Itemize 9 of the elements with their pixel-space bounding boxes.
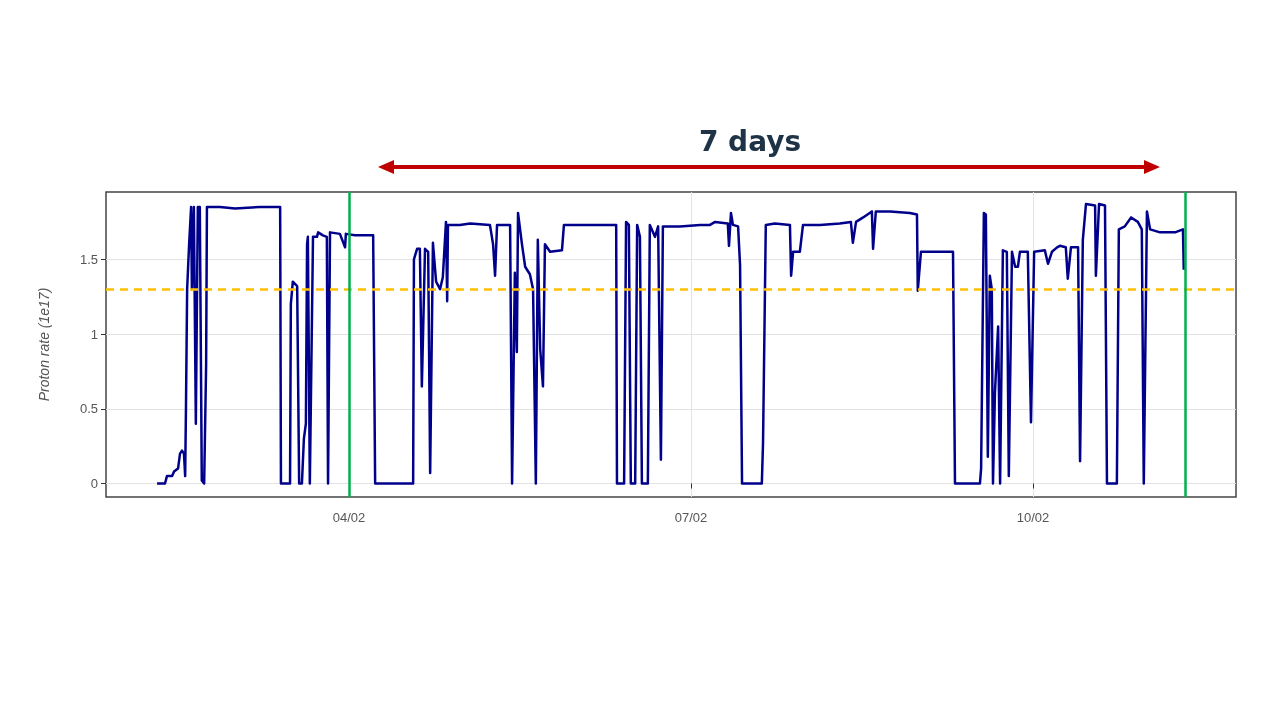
y-tick-label: 0	[90, 476, 98, 492]
y-tick-label: 1.5	[79, 251, 98, 267]
x-tick-label: 07/02	[674, 510, 708, 525]
y-axis-title: Proton rate (1e17)	[36, 287, 52, 402]
chart-title: 7 days	[698, 124, 802, 158]
x-tick-label: 10/02	[1016, 510, 1050, 525]
y-tick-label: 1	[90, 326, 98, 342]
y-tick-label: 0.5	[79, 401, 98, 417]
x-tick-label: 04/02	[332, 510, 366, 525]
